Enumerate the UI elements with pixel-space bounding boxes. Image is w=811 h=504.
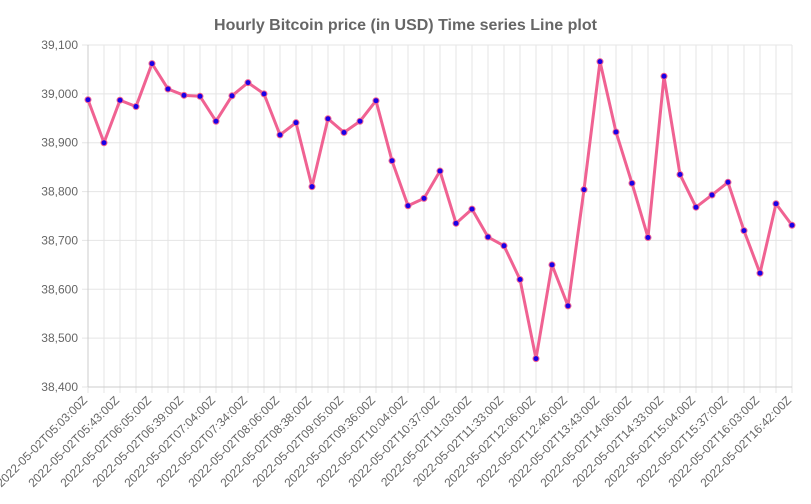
data-point[interactable] <box>676 170 684 178</box>
data-point[interactable] <box>724 178 732 186</box>
data-point[interactable] <box>228 92 236 100</box>
data-point[interactable] <box>612 128 620 136</box>
data-point[interactable] <box>100 139 108 147</box>
chart-title: Hourly Bitcoin price (in USD) Time serie… <box>214 17 598 34</box>
y-tick-label: 38,600 <box>41 282 78 296</box>
data-point[interactable] <box>84 96 92 104</box>
data-point[interactable] <box>708 191 716 199</box>
data-point[interactable] <box>532 355 540 363</box>
data-point[interactable] <box>628 179 636 187</box>
data-point[interactable] <box>500 242 508 250</box>
data-point[interactable] <box>564 302 572 310</box>
y-tick-label: 38,800 <box>41 185 78 199</box>
data-point[interactable] <box>356 117 364 125</box>
data-point[interactable] <box>788 221 796 229</box>
data-point[interactable] <box>180 91 188 99</box>
series-points <box>84 58 796 363</box>
data-point[interactable] <box>660 72 668 80</box>
y-axis-ticks: 38,400 38,500 38,600 38,700 38,800 38,900 39,0… <box>41 38 78 394</box>
data-point[interactable] <box>740 227 748 235</box>
data-point[interactable] <box>244 79 252 87</box>
data-point[interactable] <box>372 97 380 105</box>
data-point[interactable] <box>644 233 652 241</box>
data-point[interactable] <box>148 60 156 68</box>
data-point[interactable] <box>196 92 204 100</box>
data-point[interactable] <box>436 167 444 175</box>
data-point[interactable] <box>340 128 348 136</box>
data-point[interactable] <box>164 85 172 93</box>
data-point[interactable] <box>388 157 396 165</box>
data-point[interactable] <box>692 203 700 211</box>
data-point[interactable] <box>772 200 780 208</box>
grid <box>82 44 793 393</box>
data-point[interactable] <box>404 202 412 210</box>
y-tick-label: 39,100 <box>41 38 78 52</box>
data-point[interactable] <box>292 119 300 127</box>
data-point[interactable] <box>580 186 588 194</box>
data-point[interactable] <box>596 58 604 66</box>
y-tick-label: 39,000 <box>41 87 78 101</box>
y-tick-label: 38,400 <box>41 380 78 394</box>
x-axis-ticks: 2022-05-02T05:03:00Z2022-05-02T05:43:00Z… <box>0 393 794 490</box>
data-point[interactable] <box>116 96 124 104</box>
data-point[interactable] <box>132 103 140 111</box>
data-point[interactable] <box>324 115 332 123</box>
data-point[interactable] <box>548 261 556 269</box>
data-point[interactable] <box>756 269 764 277</box>
y-tick-label: 38,700 <box>41 233 78 247</box>
data-point[interactable] <box>468 205 476 213</box>
data-point[interactable] <box>308 183 316 191</box>
data-point[interactable] <box>276 131 284 139</box>
y-tick-label: 38,500 <box>41 331 78 345</box>
data-point[interactable] <box>452 219 460 227</box>
data-point[interactable] <box>420 194 428 202</box>
data-point[interactable] <box>484 233 492 241</box>
data-point[interactable] <box>260 90 268 98</box>
y-tick-label: 38,900 <box>41 136 78 150</box>
data-point[interactable] <box>212 117 220 125</box>
data-point[interactable] <box>516 276 524 284</box>
